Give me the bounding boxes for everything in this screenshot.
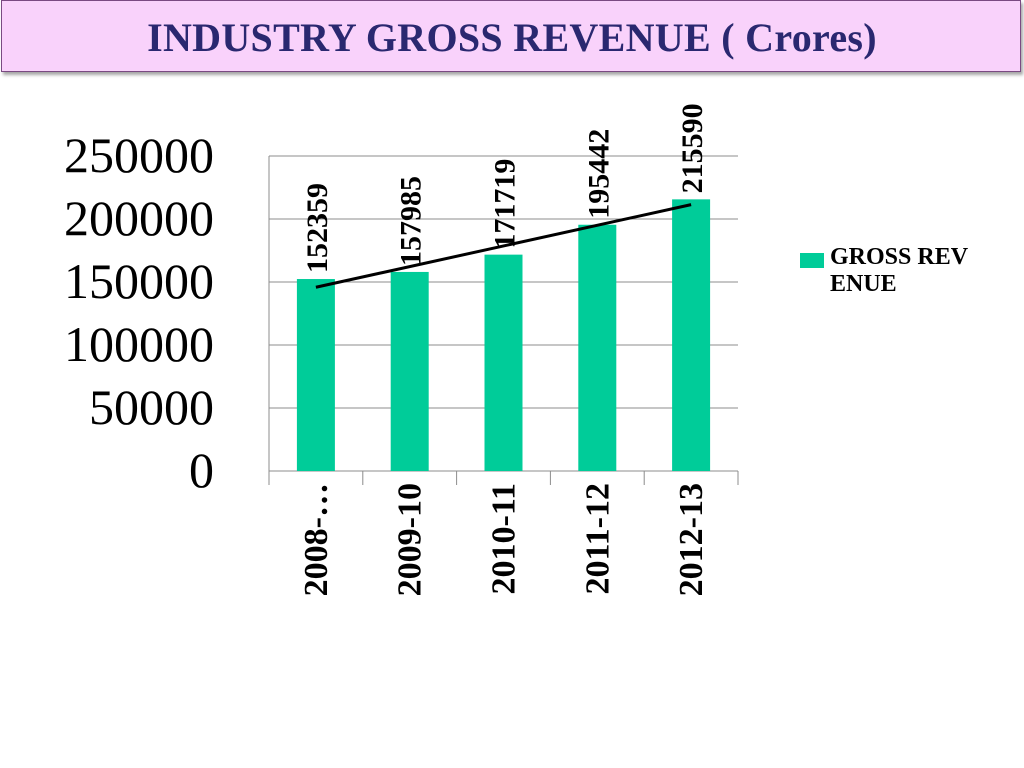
x-tick-label: 2008-… [298,483,335,596]
legend-label: GROSS REVENUE [830,244,969,297]
y-tick-label: 0 [189,442,214,498]
x-tick-label: 2009-10 [392,483,429,596]
data-label: 195442 [582,129,615,219]
x-tick-label: 2011-12 [579,483,616,594]
data-label: 152359 [301,183,334,273]
y-tick-label: 200000 [64,190,214,246]
bar [296,279,335,471]
data-label: 171719 [489,159,522,249]
bar [390,271,429,471]
y-tick-label: 150000 [64,253,214,309]
chart-legend: GROSS REVENUE [800,244,1000,298]
bar [578,224,617,471]
y-tick-label: 100000 [64,316,214,372]
bar [484,254,523,471]
legend-swatch [800,253,824,268]
x-tick-label: 2012-13 [673,483,710,596]
bar [672,199,711,471]
title-banner: INDUSTRY GROSS REVENUE ( Crores) [1,0,1021,72]
y-tick-label: 250000 [64,127,214,183]
data-label: 157985 [395,176,428,266]
chart-title: INDUSTRY GROSS REVENUE ( Crores) [147,14,877,60]
data-label: 215590 [676,103,709,193]
x-tick-label: 2010-11 [486,483,523,594]
trendline [315,203,692,289]
y-tick-label: 50000 [89,379,214,435]
